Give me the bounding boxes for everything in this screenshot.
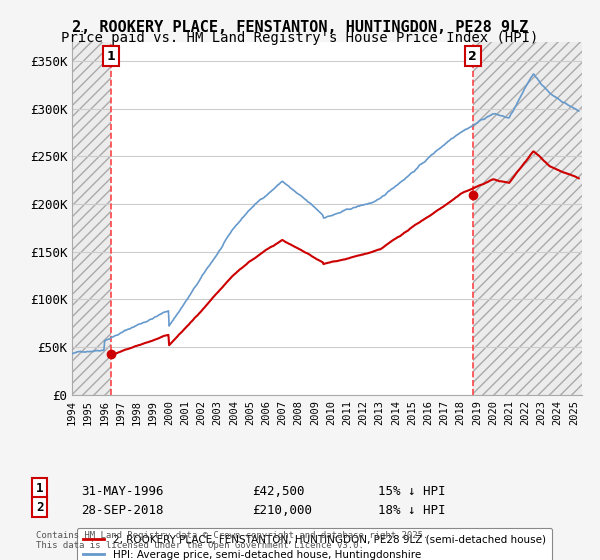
Text: Price paid vs. HM Land Registry's House Price Index (HPI): Price paid vs. HM Land Registry's House …	[61, 31, 539, 45]
Text: 1: 1	[107, 50, 116, 63]
Bar	[72, 42, 111, 395]
Text: 31-MAY-1996: 31-MAY-1996	[81, 485, 163, 498]
Legend: 2, ROOKERY PLACE, FENSTANTON, HUNTINGDON, PE28 9LZ (semi-detached house), HPI: A: 2, ROOKERY PLACE, FENSTANTON, HUNTINGDON…	[77, 528, 552, 560]
Bar	[473, 42, 582, 395]
Text: 28-SEP-2018: 28-SEP-2018	[81, 504, 163, 517]
Bar	[72, 42, 111, 395]
Text: £42,500: £42,500	[252, 485, 305, 498]
Bar	[473, 42, 582, 395]
Text: 2: 2	[36, 501, 44, 514]
Text: 2, ROOKERY PLACE, FENSTANTON, HUNTINGDON, PE28 9LZ: 2, ROOKERY PLACE, FENSTANTON, HUNTINGDON…	[72, 20, 528, 35]
Text: 2: 2	[469, 50, 477, 63]
Text: 15% ↓ HPI: 15% ↓ HPI	[378, 485, 445, 498]
Text: £210,000: £210,000	[252, 504, 312, 517]
Text: 18% ↓ HPI: 18% ↓ HPI	[378, 504, 445, 517]
Text: 1: 1	[36, 482, 44, 494]
Text: Contains HM Land Registry data © Crown copyright and database right 2025.
This d: Contains HM Land Registry data © Crown c…	[36, 530, 428, 550]
